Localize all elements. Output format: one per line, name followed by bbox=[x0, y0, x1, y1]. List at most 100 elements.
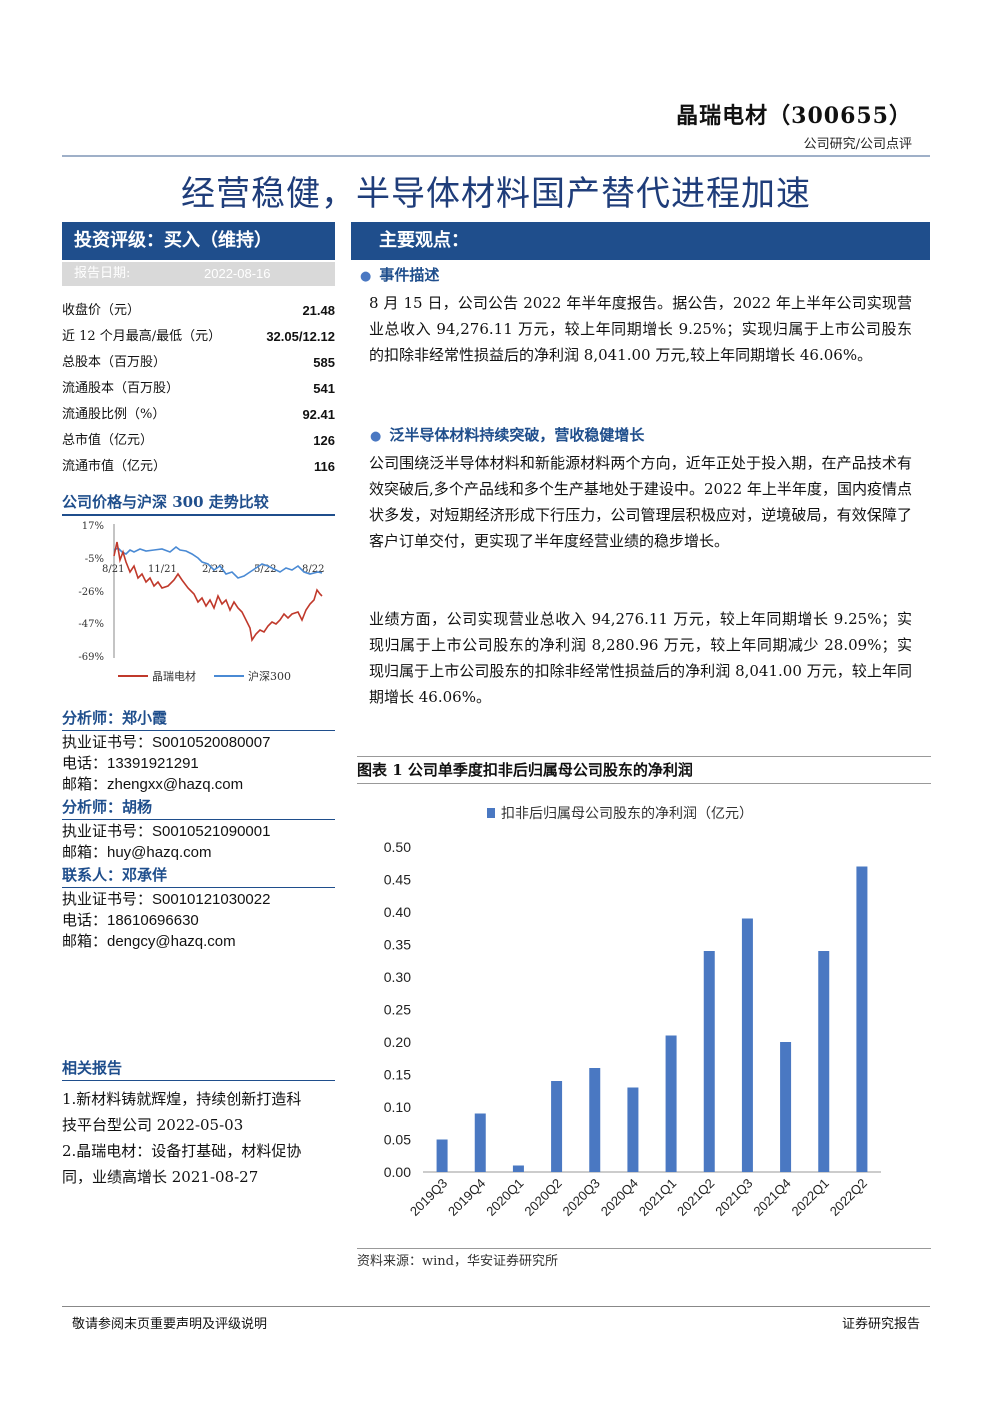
contact-line: 电话：18610696630 bbox=[62, 912, 199, 929]
bar-2020Q3 bbox=[589, 1068, 601, 1172]
footer-disclaimer[interactable]: 敬请参阅末页重要声明及评级说明 bbox=[72, 1317, 268, 1332]
bullet-icon: ● bbox=[360, 269, 372, 284]
stat-row: 总市值（亿元） 126 bbox=[62, 428, 335, 454]
bar-x-tick: 2019Q4 bbox=[445, 1176, 488, 1219]
bar-y-tick: 0.15 bbox=[384, 1067, 411, 1083]
related-report-line[interactable]: 2.晶瑞电材：设备打基础，材料促协 bbox=[62, 1142, 302, 1160]
figure-title: 图表 1 公司单季度扣非后归属母公司股东的净利润 bbox=[357, 756, 931, 784]
figure-source: 资料来源：wind，华安证券研究所 bbox=[357, 1248, 931, 1275]
stat-value: 585 bbox=[313, 355, 335, 370]
index-line bbox=[113, 545, 323, 579]
stat-value: 32.05/12.12 bbox=[266, 329, 335, 344]
paragraph: 公司围绕泛半导体材料和新能源材料两个方向，近年正处于投入期，在产品技术有效突破后… bbox=[369, 454, 912, 550]
bar-axis-group: 0.00 0.05 0.10 0.15 0.20 0.25 0.30 0.35 0.40 0.45… bbox=[384, 839, 881, 1180]
related-report-line[interactable]: 同，业绩高增长 2021-08-27 bbox=[62, 1168, 259, 1186]
contact-title: 联系人：邓承佯 bbox=[62, 863, 335, 888]
stat-row: 总股本（百万股） 585 bbox=[62, 350, 335, 376]
legend-label: 扣非后归属母公司股东的净利润（亿元） bbox=[501, 805, 753, 822]
price-x-tick: 8/21 bbox=[102, 564, 124, 575]
price-y-tick: -47% bbox=[78, 619, 104, 630]
bar-y-tick: 0.30 bbox=[384, 969, 411, 985]
bar-2020Q4 bbox=[627, 1087, 639, 1172]
analyst-line: 电话：13391921291 bbox=[62, 755, 199, 772]
stat-label: 收盘价（元） bbox=[62, 303, 141, 318]
price-y-tick: -5% bbox=[85, 554, 104, 565]
price-x-tick: 11/21 bbox=[148, 564, 177, 575]
paragraph: 8 月 15 日，公司公告 2022 年半年度报告。据公告，2022 年上半年公… bbox=[369, 294, 912, 364]
stat-value: 541 bbox=[313, 381, 335, 396]
analyst-line: 邮箱：huy@hazq.com bbox=[62, 844, 212, 861]
stat-value: 92.41 bbox=[302, 407, 335, 422]
bar-y-tick: 0.45 bbox=[384, 872, 411, 888]
headline: 经营稳健，半导体材料国产替代进程加速 bbox=[181, 174, 811, 214]
stat-label: 流通股比例（%） bbox=[62, 407, 166, 422]
bar-y-tick: 0.05 bbox=[384, 1132, 411, 1148]
report-date-value: 2022-08-16 bbox=[204, 266, 271, 281]
rating-banner: 投资评级：买入（维持） bbox=[62, 222, 335, 260]
analyst-line: 执业证书号：S0010520080007 bbox=[62, 734, 271, 751]
bar-2022Q2 bbox=[856, 866, 868, 1172]
section-heading: ● 事件描述 bbox=[360, 266, 440, 284]
bar-y-tick: 0.25 bbox=[384, 1002, 411, 1018]
legend-swatch bbox=[487, 808, 495, 818]
stat-value: 126 bbox=[313, 433, 335, 448]
bar-series-group bbox=[436, 866, 868, 1172]
bar-x-tick: 2022Q1 bbox=[789, 1176, 832, 1219]
report-date-row: 报告日期: 2022-08-16 bbox=[62, 262, 335, 286]
related-report-line[interactable]: 技平台型公司 2022-05-03 bbox=[62, 1116, 244, 1134]
bar-2021Q1 bbox=[665, 1035, 677, 1172]
bar-x-tick: 2021Q1 bbox=[636, 1176, 679, 1219]
bar-x-tick: 2020Q2 bbox=[521, 1176, 564, 1219]
bar-x-tick: 2020Q4 bbox=[598, 1176, 641, 1219]
price-chart-title: 公司价格与沪深 300 走势比较 bbox=[62, 490, 335, 516]
bar-2021Q2 bbox=[703, 951, 715, 1172]
price-y-tick: 17% bbox=[82, 521, 104, 532]
net-profit-bar-chart: 扣非后归属母公司股东的净利润（亿元） 0.000.050.100.150.200… bbox=[384, 805, 881, 1219]
bar-x-tick: 2021Q4 bbox=[750, 1176, 793, 1219]
analyst-title: 分析师：胡杨 bbox=[62, 795, 335, 820]
stat-label: 总股本（百万股） bbox=[62, 355, 167, 370]
bar-x-tick: 2021Q3 bbox=[712, 1176, 755, 1219]
bar-2020Q2 bbox=[551, 1081, 563, 1172]
bar-2019Q3 bbox=[436, 1139, 448, 1172]
bar-2021Q3 bbox=[741, 918, 753, 1172]
section-heading: ● 泛半导体材料持续突破，营收稳健增长 bbox=[370, 426, 645, 444]
bar-y-tick: 0.00 bbox=[384, 1164, 411, 1180]
bar-y-tick: 0.20 bbox=[384, 1034, 411, 1050]
bar-y-tick: 0.35 bbox=[384, 937, 411, 953]
analyst-title: 分析师：郑小霞 bbox=[62, 706, 335, 731]
price-x-tick: 8/22 bbox=[302, 564, 324, 575]
bar-y-tick: 0.10 bbox=[384, 1099, 411, 1115]
analyst-line: 执业证书号：S0010521090001 bbox=[62, 823, 271, 840]
bullet-icon: ● bbox=[370, 429, 382, 444]
company-name: 晶瑞电材（300655） bbox=[676, 103, 912, 129]
bar-x-tick: 2020Q3 bbox=[560, 1176, 603, 1219]
bar-2022Q1 bbox=[818, 951, 830, 1172]
stat-value: 21.48 bbox=[302, 303, 335, 318]
stat-value: 116 bbox=[314, 459, 335, 474]
stat-row: 流通市值（亿元） 116 bbox=[62, 454, 335, 480]
stat-row: 流通股本（百万股） 541 bbox=[62, 376, 335, 402]
bar-2020Q1 bbox=[512, 1165, 524, 1172]
stat-label: 流通市值（亿元） bbox=[62, 459, 167, 474]
price-x-tick: 5/22 bbox=[254, 564, 276, 575]
stat-row: 收盘价（元） 21.48 bbox=[62, 298, 335, 324]
legend-stock-label: 晶瑞电材 bbox=[152, 669, 196, 683]
stat-label: 流通股本（百万股） bbox=[62, 381, 180, 396]
bar-xlabel-group: 2019Q32019Q42020Q12020Q22020Q32020Q42021… bbox=[407, 1176, 870, 1219]
bar-x-tick: 2021Q2 bbox=[674, 1176, 717, 1219]
contact-line: 邮箱：dengcy@hazq.com bbox=[62, 933, 236, 950]
stock-line bbox=[113, 541, 323, 643]
bar-x-tick: 2019Q3 bbox=[407, 1176, 450, 1219]
bar-x-tick: 2020Q1 bbox=[483, 1176, 526, 1219]
price-comparison-chart: 17% -5% -26% -47% -69% 8/21 11/21 2/22 5… bbox=[78, 521, 324, 683]
bar-x-tick: 2022Q2 bbox=[827, 1176, 870, 1219]
footer-report-type: 证券研究报告 bbox=[841, 1317, 920, 1332]
main-points-banner: 主要观点： bbox=[351, 222, 930, 260]
related-report-line[interactable]: 1.新材料铸就辉煌，持续创新打造科 bbox=[62, 1090, 302, 1108]
contact-line: 执业证书号：S0010121030022 bbox=[62, 891, 271, 908]
bar-y-tick: 0.40 bbox=[384, 904, 411, 920]
bar-2019Q4 bbox=[474, 1113, 486, 1172]
footer-divider bbox=[62, 1306, 930, 1307]
stat-row: 近 12 个月最高/最低（元） 32.05/12.12 bbox=[62, 324, 335, 350]
